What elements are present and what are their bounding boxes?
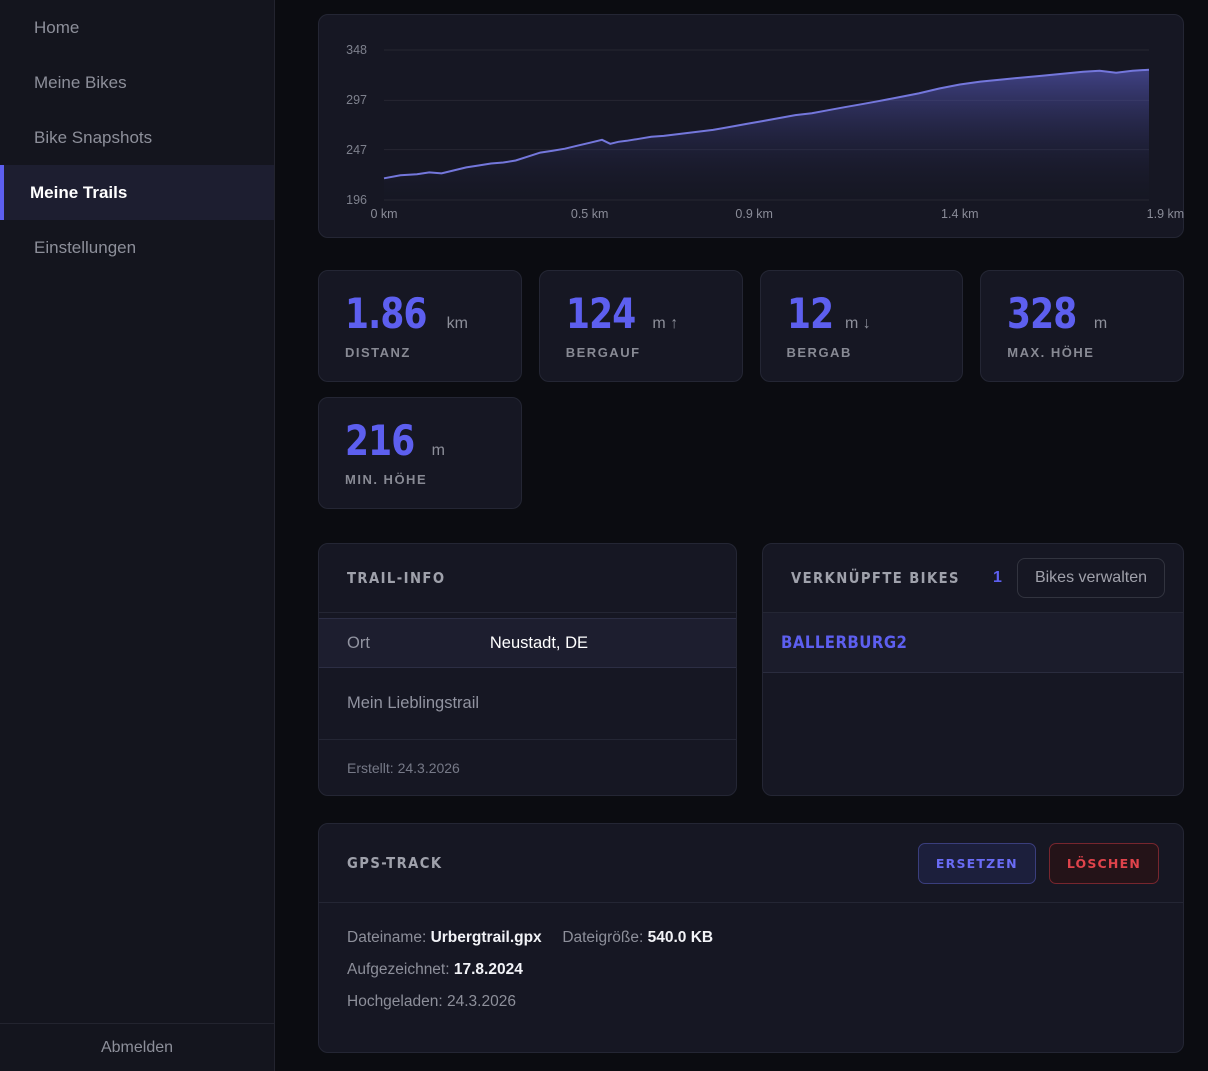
stat-value: 12 [786, 289, 834, 338]
delete-gps-button[interactable]: LÖSCHEN [1048, 842, 1159, 884]
stat-label: BERGAUF [565, 345, 641, 360]
recorded-label: Aufgezeichnet: [347, 961, 450, 978]
stat-card-distanz: 1.86 km DISTANZ [318, 270, 522, 382]
recorded-value: 17.8.2024 [453, 961, 523, 978]
location-value[interactable]: Neustadt, DE [489, 633, 589, 652]
y-axis-tick-label: 297 [346, 93, 367, 108]
uploaded-value: 24.3.2026 [446, 993, 516, 1010]
linked-bikes-count: 1 [993, 569, 1002, 586]
stat-unit: m ↓ [844, 315, 871, 332]
trail-info-panel: TRAIL-INFO Ort Neustadt, DE Mein Lieblin… [318, 543, 737, 796]
gps-track-title: GPS-TRACK [347, 854, 443, 872]
bike-list-item[interactable]: BALLERBURG2 [763, 613, 1183, 673]
stat-label: MIN. HÖHE [345, 472, 428, 487]
gps-file-row: Dateiname: Urbergtrail.gpx Dateigröße: 5… [347, 929, 1155, 947]
stat-card-max-hoehe: 328 m MAX. HÖHE [980, 270, 1184, 382]
bike-name: BALLERBURG2 [781, 632, 908, 653]
linked-bikes-title: VERKNÜPFTE BIKES [791, 569, 960, 587]
elevation-chart-card: 348 297 247 196 0 km 0.5 km 0.9 km 1.4 km 1.9 k… [318, 14, 1184, 238]
x-axis-tick-label: 1.9 km [1146, 207, 1185, 221]
x-axis-tick-label: 0 km [370, 207, 398, 221]
logout-button[interactable]: Abmelden [0, 1023, 274, 1071]
location-field-row[interactable]: Ort Neustadt, DE [319, 618, 736, 668]
trail-created: Erstellt: 24.3.2026 [347, 760, 460, 776]
sidebar-item-home[interactable]: Home [34, 17, 80, 37]
x-axis-tick-label: 0.5 km [570, 207, 609, 221]
stat-card-bergab: 12 m ↓ BERGAB [759, 270, 964, 382]
stat-label: MAX. HÖHE [1007, 345, 1095, 360]
y-axis-tick-label: 196 [346, 193, 367, 207]
linked-bikes-panel: VERKNÜPFTE BIKES 1 Bikes verwalten BALLE… [762, 543, 1184, 796]
stat-card-bergauf: 124 m ↑ BERGAUF [538, 270, 743, 382]
info-panels: TRAIL-INFO Ort Neustadt, DE Mein Lieblin… [318, 543, 1184, 796]
stat-unit: m ↑ [652, 315, 679, 332]
x-axis-tick-label: 1.4 km [941, 207, 979, 221]
stat-value: 328 [1007, 289, 1077, 338]
sidebar-item-einstellungen[interactable]: Einstellungen [34, 237, 137, 257]
y-axis-tick-label: 247 [346, 142, 367, 157]
stat-unit: m [431, 442, 445, 459]
stat-value: 216 [345, 416, 415, 465]
gps-uploaded-row: Hochgeladen: 24.3.2026 [347, 993, 1155, 1011]
elevation-plot-area: 348 297 247 196 [346, 43, 1149, 207]
gps-track-panel: GPS-TRACK ERSETZEN LÖSCHEN Dateiname: Ur… [318, 823, 1184, 1053]
sidebar-item-meine-trails[interactable]: Meine Trails [0, 165, 274, 220]
stat-value: 1.86 [345, 289, 428, 338]
y-axis-tick-label: 348 [346, 43, 367, 57]
sidebar-item-bike-snapshots[interactable]: Bike Snapshots [34, 127, 153, 147]
x-axis-labels: 0 km 0.5 km 0.9 km 1.4 km 1.9 km [370, 200, 1184, 224]
gps-track-details: Dateiname: Urbergtrail.gpx Dateigröße: 5… [319, 903, 1183, 1011]
y-axis-labels: 348 297 247 196 [331, 43, 375, 207]
uploaded-label: Hochgeladen: [347, 993, 443, 1010]
replace-gps-button[interactable]: ERSETZEN [917, 842, 1036, 884]
trail-stats: 1.86 km DISTANZ 124 m ↑ BERGAUF 12 m ↓ B… [318, 270, 1184, 509]
x-axis-tick-label: 0.9 km [735, 207, 773, 221]
manage-bikes-button[interactable]: Bikes verwalten [1016, 558, 1165, 598]
filesize-value: 540.0 KB [647, 929, 714, 946]
trail-created-row: Erstellt: 24.3.2026 [319, 740, 736, 795]
trail-info-title: TRAIL-INFO [347, 569, 446, 587]
stat-card-min-hoehe: 216 m MIN. HÖHE [318, 397, 522, 509]
stat-unit: km [446, 315, 468, 332]
location-label: Ort [347, 633, 370, 652]
sidebar-item-meine-bikes[interactable]: Meine Bikes [34, 72, 127, 92]
main-content: 348 297 247 196 0 km 0.5 km 0.9 km 1.4 km 1.9 k… [275, 0, 1208, 1071]
stat-label: DISTANZ [345, 345, 411, 360]
elevation-area-fill [384, 69, 1149, 200]
elevation-area-chart [384, 50, 1149, 200]
elevation-line [384, 70, 1149, 179]
gps-recorded-row: Aufgezeichnet: 17.8.2024 [347, 961, 1155, 979]
filename-value: Urbergtrail.gpx [430, 929, 542, 946]
trail-name-row: Mein Lieblingstrail [319, 668, 736, 740]
stat-unit: m [1093, 315, 1108, 332]
filesize-label: Dateigröße: [562, 929, 644, 946]
sidebar: Home Meine Bikes Bike Snapshots Meine Tr… [0, 0, 275, 1071]
trail-name: Mein Lieblingstrail [347, 694, 480, 712]
stat-value: 124 [565, 289, 636, 338]
stat-label: BERGAB [786, 345, 852, 360]
filename-label: Dateiname: [347, 929, 427, 946]
